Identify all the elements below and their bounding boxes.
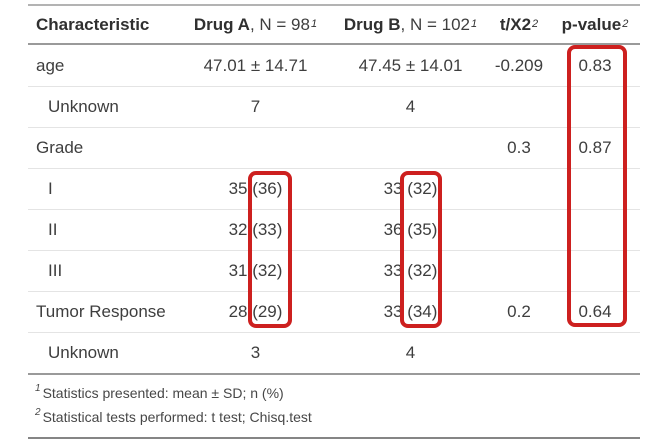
cell-drug-b xyxy=(333,128,488,168)
cell-statistic xyxy=(488,333,550,373)
drug-b-name: Drug B xyxy=(343,14,401,34)
cell-drug-a xyxy=(178,128,333,168)
drug-a-n: , N = 98 xyxy=(249,14,310,34)
footnote-marker: 1 xyxy=(35,383,41,395)
stat-name: t/X2 xyxy=(499,14,532,34)
cell-drug-b: 47.45 ± 14.01 xyxy=(358,55,463,75)
cell-drug-a: 3 xyxy=(250,343,261,362)
p-name: p-value xyxy=(561,14,622,34)
cell-drug-b: 4 xyxy=(405,343,416,362)
cell-p-value xyxy=(550,210,640,250)
cell-drug-a: 7 xyxy=(250,97,261,116)
cell-drug-a: 32 (33) xyxy=(228,220,283,239)
summary-table: Characteristic Drug A, N = 98 1 Drug B, N… xyxy=(28,4,640,439)
col-header-characteristic: Characteristic xyxy=(36,14,150,34)
footnote-marker: 2 xyxy=(35,407,41,419)
table-row-tumor-response: Tumor Response 28 (29) 33 (34) 0.2 0.64 xyxy=(28,291,640,332)
table-footnotes: 1 Statistics presented: mean ± SD; n (%) … xyxy=(28,373,640,439)
row-label: I xyxy=(48,179,53,198)
col-header-drug-b: Drug B, N = 102 1 xyxy=(343,14,478,34)
table-row-grade-3: III 31 (32) 33 (32) xyxy=(28,250,640,291)
table-row-grade-2: II 32 (33) 36 (35) xyxy=(28,209,640,250)
row-label: Grade xyxy=(36,138,84,157)
col-header-drug-a: Drug A, N = 98 1 xyxy=(193,14,318,34)
cell-drug-a: 31 (32) xyxy=(228,261,283,280)
drug-a-name: Drug A xyxy=(193,14,250,34)
cell-p-value: 0.87 xyxy=(578,138,612,157)
cell-statistic: -0.209 xyxy=(494,55,544,75)
cell-statistic xyxy=(488,87,550,127)
col-header-p-value: p-value 2 xyxy=(561,14,629,34)
table-row-grade: Grade 0.3 0.87 xyxy=(28,127,640,168)
cell-statistic xyxy=(488,251,550,291)
footnote-text: Statistics presented: mean ± SD; n (%) xyxy=(42,385,284,401)
footnote-statistics: 1 Statistics presented: mean ± SD; n (%) xyxy=(34,381,640,405)
table-row-grade-1: I 35 (36) 33 (32) xyxy=(28,168,640,209)
cell-drug-a: 35 (36) xyxy=(228,179,283,198)
table-header-row: Characteristic Drug A, N = 98 1 Drug B, N… xyxy=(28,6,640,45)
cell-statistic: 0.2 xyxy=(507,302,531,321)
cell-statistic xyxy=(488,169,550,209)
cell-statistic: 0.3 xyxy=(507,138,531,157)
row-label: Tumor Response xyxy=(36,302,166,321)
footnote-text: Statistical tests performed: t test; Chi… xyxy=(42,409,312,425)
col-header-statistic: t/X2 2 xyxy=(499,14,539,34)
cell-p-value: 0.64 xyxy=(578,302,612,321)
table-row-tumor-unknown: Unknown 3 4 xyxy=(28,332,640,373)
cell-drug-b: 33 (34) xyxy=(383,302,438,321)
table-row-age: age 47.01 ± 14.71 47.45 ± 14.01 -0.209 0… xyxy=(28,45,640,86)
cell-drug-b: 33 (32) xyxy=(383,261,438,280)
cell-p-value xyxy=(550,169,640,209)
row-label: Unknown xyxy=(48,343,119,362)
row-label: Unknown xyxy=(48,97,119,116)
cell-drug-b: 33 (32) xyxy=(383,179,438,198)
footnote-tests: 2 Statistical tests performed: t test; Ch… xyxy=(34,405,640,429)
cell-p-value xyxy=(550,251,640,291)
row-label: II xyxy=(48,220,58,239)
table-row-age-unknown: Unknown 7 4 xyxy=(28,86,640,127)
cell-statistic xyxy=(488,210,550,250)
cell-p-value xyxy=(550,333,640,373)
cell-drug-a: 47.01 ± 14.71 xyxy=(203,55,308,75)
cell-drug-a: 28 (29) xyxy=(228,302,283,321)
cell-drug-b: 4 xyxy=(405,97,416,116)
cell-p-value: 0.83 xyxy=(578,55,612,75)
row-label: age xyxy=(36,55,65,75)
cell-drug-b: 36 (35) xyxy=(383,220,438,239)
cell-p-value xyxy=(550,87,640,127)
row-label: III xyxy=(48,261,63,280)
drug-b-n: , N = 102 xyxy=(400,14,470,34)
